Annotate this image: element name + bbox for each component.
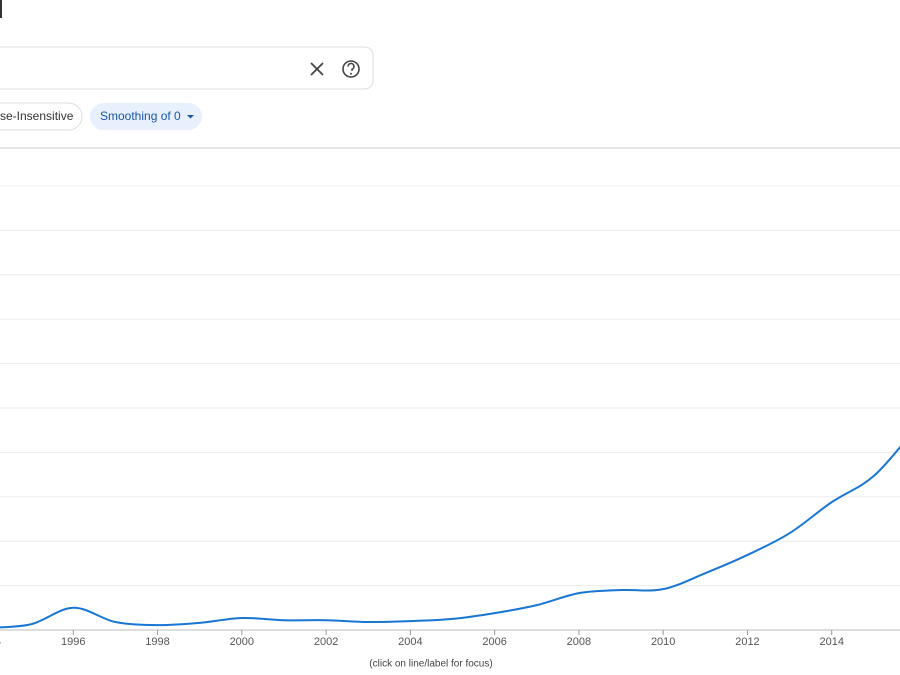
x-tick-label: 2012 [735, 636, 759, 648]
series-line [0, 445, 900, 629]
x-tick-label: 2000 [230, 636, 254, 648]
smoothing-chip[interactable] [90, 103, 202, 130]
dropdown-arrow [187, 115, 194, 119]
x-tick-label: 1994 [0, 636, 1, 648]
x-tick-label: 2002 [314, 636, 338, 648]
x-tick-label: 2006 [482, 636, 506, 648]
help-icon[interactable] [342, 60, 360, 78]
chart-note: (click on line/label for focus) [369, 659, 492, 670]
clear-icon[interactable] [310, 62, 324, 76]
case-chip[interactable] [0, 102, 83, 131]
x-tick-label: 1996 [61, 636, 85, 648]
cropped-mark [0, 0, 2, 18]
x-tick-label: 2010 [651, 636, 675, 648]
x-tick-label: 2008 [567, 636, 591, 648]
search-box[interactable] [0, 46, 374, 90]
x-tick-label: 1998 [145, 636, 169, 648]
x-tick-label: 2004 [398, 636, 422, 648]
smoothing-chip-label: Smoothing of 0 [100, 109, 181, 123]
case-chip-label: se-Insensitive [0, 109, 74, 123]
x-tick-label: 2014 [819, 636, 843, 648]
